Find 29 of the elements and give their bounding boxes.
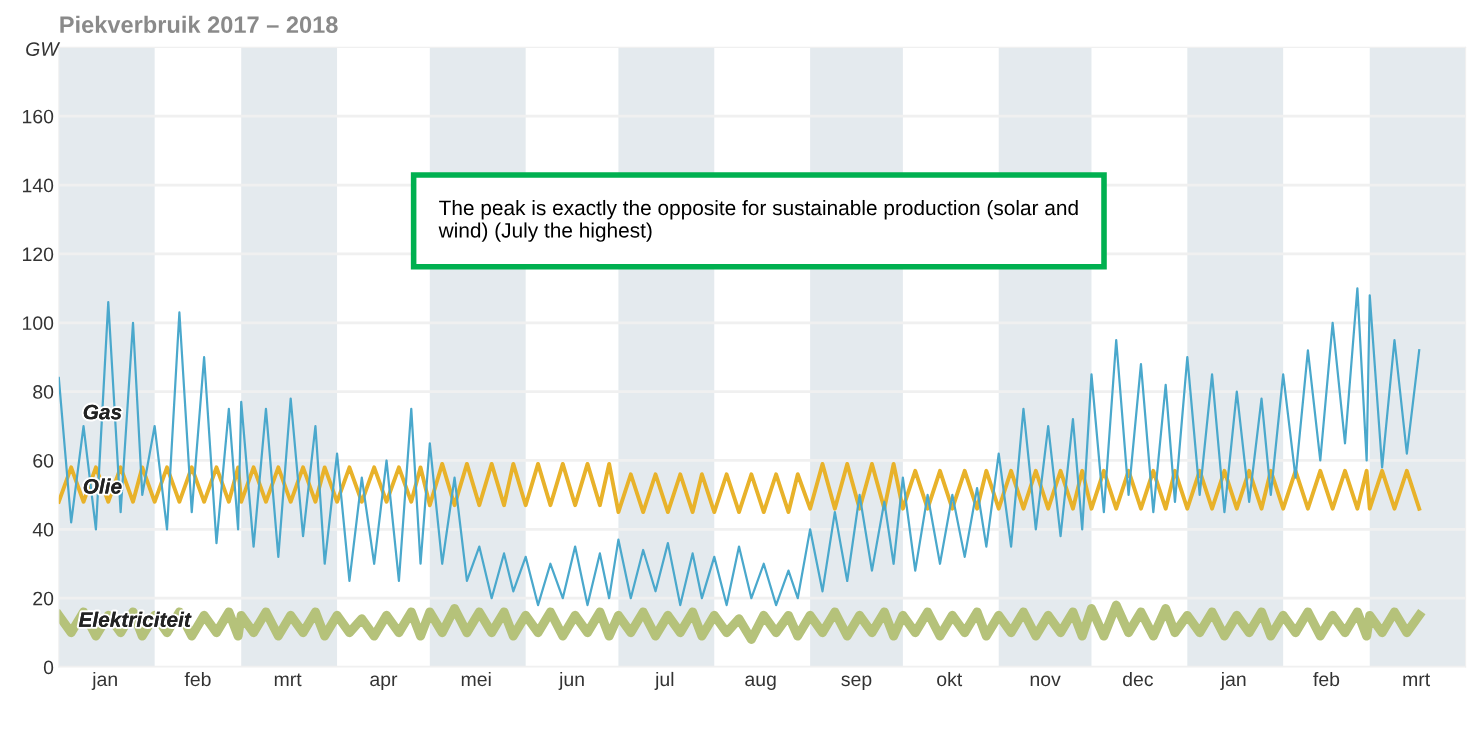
x-tick-label: mrt <box>274 673 302 687</box>
annotation: The peak is exactly the opposite for sustainable production (solar and wind) (July the highest) <box>438 199 1078 242</box>
x-tick-label: feb <box>184 671 211 687</box>
x-tick-label: jul <box>654 671 674 691</box>
x-tick-label: sep <box>841 675 872 691</box>
x-tick-label: aug <box>745 675 776 691</box>
x-tick-label: jun <box>558 671 584 691</box>
x-tick-label: apr <box>370 675 398 691</box>
y-tick-label: 120 <box>22 247 54 262</box>
y-tick-label: 40 <box>32 522 54 537</box>
x-tick-label: nov <box>1030 675 1061 687</box>
y-tick-label: 160 <box>22 109 54 124</box>
y-tick-label: 0 <box>43 660 54 675</box>
x-tick-label: jan <box>1220 671 1246 691</box>
line-series <box>58 287 1421 607</box>
x-tick-label: okt <box>937 671 963 687</box>
x-tick-label: mei <box>461 671 491 687</box>
y-tick-label: 60 <box>33 453 54 468</box>
y-tick-label: 100 <box>22 316 54 331</box>
chart-title: Piekverbruik 2017 – 2018 <box>60 15 338 34</box>
y-tick-label: 80 <box>33 385 54 399</box>
y-axis-title: GW <box>26 42 61 56</box>
x-tick-label: jan <box>91 671 117 691</box>
line-series <box>58 461 1422 515</box>
x-tick-label: feb <box>1313 671 1340 687</box>
x-tick-label: mrt <box>1403 673 1431 687</box>
x-tick-label: dec <box>1123 671 1154 687</box>
y-tick-label: 140 <box>22 178 54 193</box>
y-tick-label: 20 <box>33 591 54 606</box>
